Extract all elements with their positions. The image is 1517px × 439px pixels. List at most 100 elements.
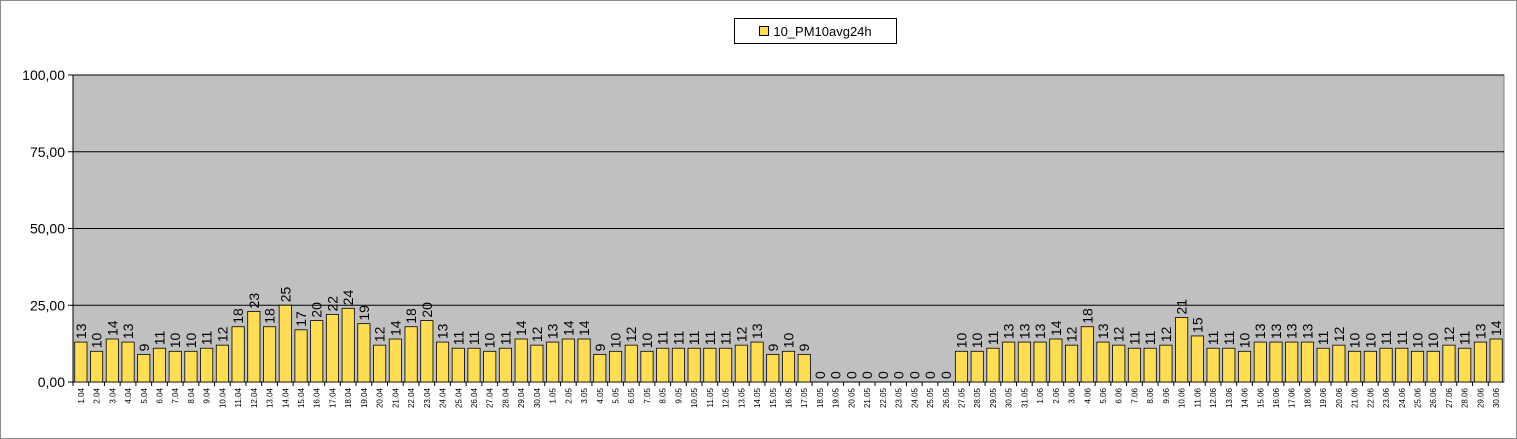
x-tick-label: 9.05	[674, 387, 683, 403]
data-label: 11	[1457, 330, 1473, 345]
data-label: 23	[246, 293, 262, 309]
x-tick-label: 1.06	[1036, 387, 1045, 403]
data-label: 13	[120, 323, 136, 339]
data-label: 0	[828, 371, 844, 379]
data-label: 18	[403, 308, 419, 324]
x-tick-label: 18.05	[816, 387, 825, 408]
x-tick-label: 3.06	[1068, 387, 1077, 403]
x-tick-label: 4.05	[596, 387, 605, 403]
y-tick-label: 100,00	[22, 67, 65, 83]
bar	[1127, 347, 1141, 383]
bar	[247, 310, 261, 383]
data-label: 10	[608, 333, 624, 349]
bar	[1033, 341, 1047, 383]
bar	[1112, 344, 1126, 383]
data-label: 0	[906, 371, 922, 379]
x-tick-label: 25.06	[1414, 387, 1423, 408]
bar	[1017, 341, 1031, 383]
data-label: 9	[136, 343, 152, 351]
bar	[1410, 350, 1425, 383]
bar	[1363, 350, 1377, 383]
data-label: 10	[781, 333, 797, 349]
bar	[766, 353, 780, 383]
data-label: 10	[1425, 333, 1441, 349]
data-label: 19	[356, 305, 372, 321]
x-tick-label: 5.05	[612, 387, 621, 403]
bar	[1253, 341, 1267, 383]
bar	[294, 329, 308, 383]
bar	[1316, 347, 1330, 383]
x-tick-label: 29.05	[989, 387, 998, 408]
bar	[325, 314, 339, 383]
data-label: 20	[419, 302, 435, 318]
bar	[137, 353, 151, 383]
x-tick-label: 22.05	[879, 387, 888, 408]
bar	[1269, 341, 1283, 383]
data-label: 0	[938, 371, 954, 379]
bar	[1096, 341, 1110, 383]
bar	[1332, 344, 1346, 383]
data-label: 12	[214, 326, 230, 342]
bar	[278, 304, 292, 383]
x-tick-label: 21.04	[391, 387, 400, 408]
x-tick-label: 26.04	[470, 387, 479, 408]
bar	[498, 347, 512, 383]
x-tick-label: 8.06	[1146, 387, 1155, 403]
x-tick-label: 30.05	[1005, 387, 1014, 408]
data-label: 14	[513, 320, 529, 336]
data-label: 0	[812, 371, 828, 379]
data-label: 0	[859, 371, 875, 379]
bar	[1159, 344, 1173, 383]
x-tick-label: 2.05	[564, 387, 573, 403]
bar	[373, 344, 387, 383]
x-tick-label: 13.06	[1225, 387, 1234, 408]
data-label: 24	[340, 290, 356, 306]
y-tick-label: 25,00	[30, 297, 65, 313]
bar	[184, 350, 198, 383]
bar	[1285, 341, 1299, 383]
bar	[74, 341, 88, 383]
x-tick-label: 17.04	[328, 387, 337, 408]
bar	[1489, 338, 1503, 383]
data-label: 11	[1378, 330, 1394, 345]
bar	[105, 338, 119, 383]
bar	[467, 347, 481, 383]
bar	[152, 347, 167, 383]
x-tick-label: 23.05	[895, 387, 904, 408]
x-tick-label: 19.05	[832, 387, 841, 408]
data-label: 12	[529, 326, 545, 342]
bar	[168, 350, 182, 383]
bar	[1190, 335, 1204, 383]
x-tick-label: 27.06	[1445, 387, 1454, 408]
data-label: 12	[1158, 326, 1174, 342]
bar	[719, 347, 733, 383]
bar	[1348, 350, 1362, 383]
x-tick-label: 10.06	[1178, 387, 1187, 408]
x-tick-label: 23.04	[423, 387, 432, 408]
x-tick-label: 27.05	[957, 387, 966, 408]
legend-swatch	[759, 26, 770, 36]
data-label: 12	[1064, 326, 1080, 342]
data-label: 20	[309, 302, 325, 318]
data-label: 9	[592, 343, 608, 351]
bar	[1175, 317, 1189, 383]
legend: 10_PM10avg24h	[734, 18, 897, 44]
data-label: 11	[702, 330, 718, 345]
x-tick-label: 28.05	[973, 387, 982, 408]
bar	[1426, 350, 1440, 383]
data-label: 11	[1142, 330, 1158, 345]
data-label: 11	[151, 330, 167, 345]
data-label: 13	[1032, 323, 1048, 339]
x-tick-label: 21.06	[1351, 387, 1360, 408]
data-label: 0	[922, 371, 938, 379]
data-label: 11	[497, 330, 513, 345]
bar	[608, 350, 623, 383]
data-label: 10	[1410, 333, 1426, 349]
x-tick-label: 10.04	[218, 387, 227, 408]
x-tick-label: 26.05	[942, 387, 951, 408]
data-label: 14	[1048, 320, 1064, 336]
bar	[1049, 338, 1063, 383]
x-tick-label: 11.05	[706, 387, 715, 407]
